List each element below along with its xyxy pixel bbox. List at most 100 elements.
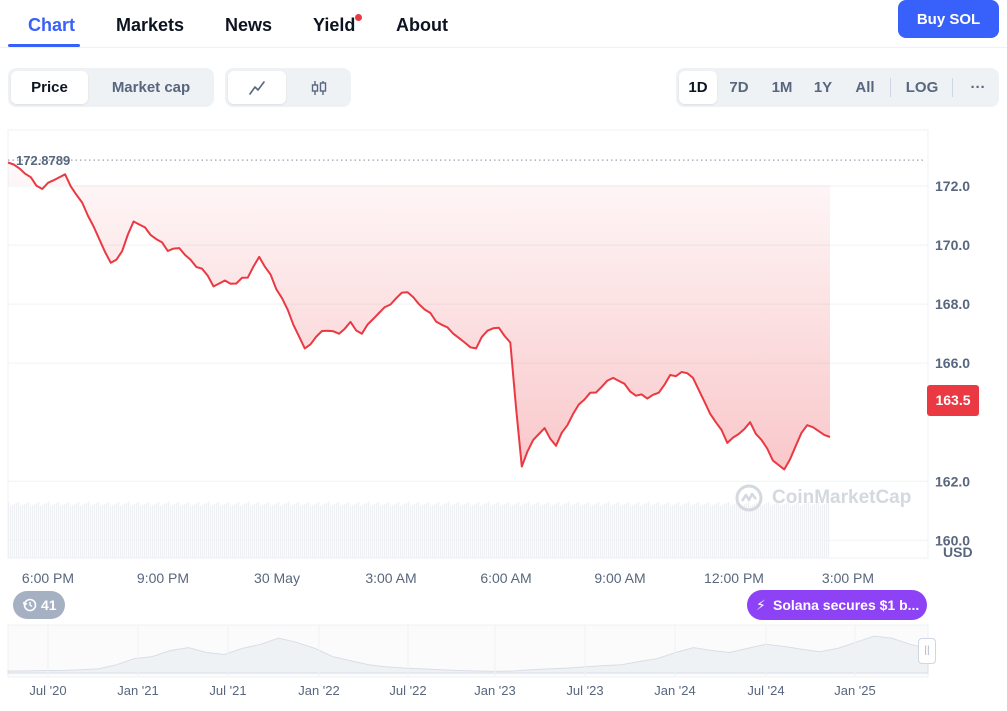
volume-bar	[580, 506, 582, 558]
volume-bar	[330, 506, 332, 558]
volume-bar	[142, 505, 144, 558]
volume-bar	[22, 505, 24, 558]
volume-bar	[536, 503, 538, 558]
volume-bar	[506, 503, 508, 558]
candlestick-chart-button[interactable]	[290, 71, 348, 104]
volume-bar	[296, 503, 298, 558]
tab-chart[interactable]: Chart	[28, 15, 76, 35]
volume-bar	[556, 503, 558, 558]
volume-bar	[326, 503, 328, 558]
volume-bar	[394, 504, 396, 558]
volume-bar	[526, 503, 528, 558]
volume-bar	[544, 504, 546, 558]
volume-bar	[628, 502, 630, 558]
tab-news[interactable]: News	[225, 15, 273, 35]
price-tab[interactable]: Price	[11, 71, 88, 104]
volume-bar	[60, 506, 62, 558]
volume-bar	[650, 506, 652, 558]
tab-yield[interactable]: Yield	[313, 15, 356, 35]
tab-markets[interactable]: Markets	[116, 15, 185, 35]
history-pill[interactable]: 41	[13, 591, 65, 619]
volume-bar	[468, 502, 470, 558]
volume-bar	[360, 506, 362, 558]
volume-bar	[114, 504, 116, 558]
volume-bar	[602, 505, 604, 558]
y-axis: 172.0 170.0 168.0 166.0 162.0 160.0	[935, 178, 970, 548]
volume-bar	[726, 503, 728, 558]
volume-bar	[760, 506, 762, 558]
volume-bar	[106, 503, 108, 558]
volume-bar	[128, 502, 130, 558]
candlestick-icon	[311, 81, 327, 95]
volume-bar	[52, 505, 54, 558]
log-scale-button[interactable]: LOG	[905, 79, 939, 96]
tab-about[interactable]: About	[396, 15, 448, 35]
volume-bar	[702, 505, 704, 558]
volume-bar	[640, 506, 642, 558]
news-tag-pill[interactable]: ⚡ Solana secures $1 b...	[747, 590, 927, 620]
volume-bar	[282, 505, 284, 558]
x-tick-label: 3:00 PM	[822, 570, 874, 586]
volume-bar	[424, 504, 426, 558]
volume-bar	[14, 504, 16, 558]
volume-bar	[512, 505, 514, 558]
volume-bar	[26, 503, 28, 558]
volume-bar	[668, 502, 670, 558]
volume-bar	[690, 506, 692, 558]
line-chart-button[interactable]	[228, 71, 286, 104]
y-tick-label: 168.0	[935, 296, 970, 312]
range-7d[interactable]: 7D	[729, 79, 749, 96]
volume-bar	[552, 505, 554, 558]
volume-bar	[624, 504, 626, 558]
volume-bar	[254, 504, 256, 558]
volume-bar	[434, 504, 436, 558]
range-1m[interactable]: 1M	[771, 79, 793, 96]
volume-bar	[182, 505, 184, 558]
volume-bar	[696, 503, 698, 558]
volume-bar	[714, 504, 716, 558]
metric-switch: Price Market cap	[8, 68, 214, 107]
volume-bar	[236, 503, 238, 558]
volume-bar	[260, 506, 262, 558]
range-divider	[952, 78, 953, 97]
volume-bar	[92, 505, 94, 558]
volume-bar	[80, 506, 82, 558]
volume-bar	[234, 504, 236, 558]
volume-bar	[178, 502, 180, 558]
volume-bar	[554, 504, 556, 558]
volume-bar	[752, 505, 754, 558]
volume-bar	[124, 504, 126, 558]
volume-bar	[708, 502, 710, 558]
navigator-tick-label: Jul '20	[29, 683, 66, 698]
range-1y[interactable]: 1Y	[813, 79, 833, 96]
market-cap-tab[interactable]: Market cap	[111, 79, 191, 96]
x-tick-label: 6:00 AM	[480, 570, 531, 586]
volume-bar	[738, 502, 740, 558]
volume-bar	[710, 506, 712, 558]
range-1d[interactable]: 1D	[679, 71, 717, 104]
volume-bar	[458, 502, 460, 558]
volume-bar	[436, 503, 438, 558]
volume-bar	[382, 505, 384, 558]
volume-bar	[190, 506, 192, 558]
active-tab-underline	[8, 44, 80, 47]
volume-bar	[64, 504, 66, 558]
coinmarketcap-logo-icon	[735, 484, 763, 512]
more-options-button[interactable]: ···	[970, 79, 986, 96]
volume-bar	[626, 503, 628, 558]
volume-bar	[700, 506, 702, 558]
range-all[interactable]: All	[855, 79, 875, 96]
volume-bar	[172, 505, 174, 558]
volume-bar	[372, 505, 374, 558]
volume-bar	[248, 502, 250, 558]
navigator-handle[interactable]: ||	[918, 638, 936, 664]
navigator-tick-label: Jan '25	[834, 683, 876, 698]
navigator-tick-label: Jan '22	[298, 683, 340, 698]
volume-bar	[440, 506, 442, 558]
volume-bar	[632, 505, 634, 558]
volume-bar	[704, 504, 706, 558]
buy-sol-button[interactable]: Buy SOL	[898, 0, 999, 38]
volume-bar	[488, 502, 490, 558]
volume-bar	[824, 504, 826, 558]
volume-bar	[284, 504, 286, 558]
